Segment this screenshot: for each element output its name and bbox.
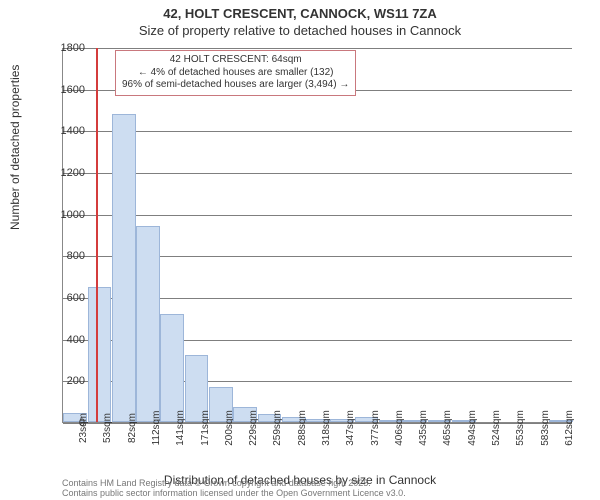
- ytick-label: 600: [45, 292, 85, 304]
- xtick-label: 583sqm: [540, 410, 551, 446]
- chart-area: 23sqm53sqm82sqm112sqm141sqm171sqm200sqm2…: [62, 48, 572, 423]
- histogram-bar: [112, 114, 136, 422]
- ytick-label: 200: [45, 375, 85, 387]
- plot-region: 23sqm53sqm82sqm112sqm141sqm171sqm200sqm2…: [62, 48, 572, 423]
- y-axis-label: Number of detached properties: [8, 65, 22, 230]
- xtick-label: 553sqm: [515, 410, 526, 446]
- annotation-box: 42 HOLT CRESCENT: 64sqm← 4% of detached …: [115, 50, 356, 96]
- ytick-label: 1800: [45, 42, 85, 54]
- ytick-label: 400: [45, 334, 85, 346]
- ytick-label: 1200: [45, 167, 85, 179]
- reference-line: [96, 48, 98, 422]
- xtick-label: 377sqm: [370, 410, 381, 446]
- xtick-label: 347sqm: [345, 410, 356, 446]
- xtick-label: 318sqm: [321, 410, 332, 446]
- annotation-line: 42 HOLT CRESCENT: 64sqm: [122, 54, 349, 67]
- ytick-label: 1400: [45, 125, 85, 137]
- chart-title-sub: Size of property relative to detached ho…: [0, 21, 600, 38]
- ytick-label: 1600: [45, 84, 85, 96]
- chart-title-main: 42, HOLT CRESCENT, CANNOCK, WS11 7ZA: [0, 0, 600, 21]
- attribution-footer: Contains HM Land Registry data © Crown c…: [62, 479, 406, 499]
- xtick-label: 406sqm: [394, 410, 405, 446]
- annotation-line: ← 4% of detached houses are smaller (132…: [122, 67, 349, 80]
- xtick-label: 612sqm: [564, 410, 575, 446]
- ytick-label: 0: [45, 417, 85, 429]
- xtick-label: 435sqm: [418, 410, 429, 446]
- annotation-line: 96% of semi-detached houses are larger (…: [122, 79, 349, 92]
- footer-line-2: Contains public sector information licen…: [62, 489, 406, 499]
- histogram-bar: [88, 287, 112, 422]
- xtick-label: 288sqm: [297, 410, 308, 446]
- gridline: [63, 131, 572, 132]
- xtick-label: 259sqm: [272, 410, 283, 446]
- xtick-label: 494sqm: [467, 410, 478, 446]
- histogram-bar: [160, 314, 184, 422]
- gridline: [63, 48, 572, 49]
- histogram-bar: [136, 226, 160, 422]
- xtick-label: 465sqm: [442, 410, 453, 446]
- ytick-label: 800: [45, 250, 85, 262]
- gridline: [63, 215, 572, 216]
- gridline: [63, 173, 572, 174]
- ytick-label: 1000: [45, 209, 85, 221]
- xtick-label: 524sqm: [491, 410, 502, 446]
